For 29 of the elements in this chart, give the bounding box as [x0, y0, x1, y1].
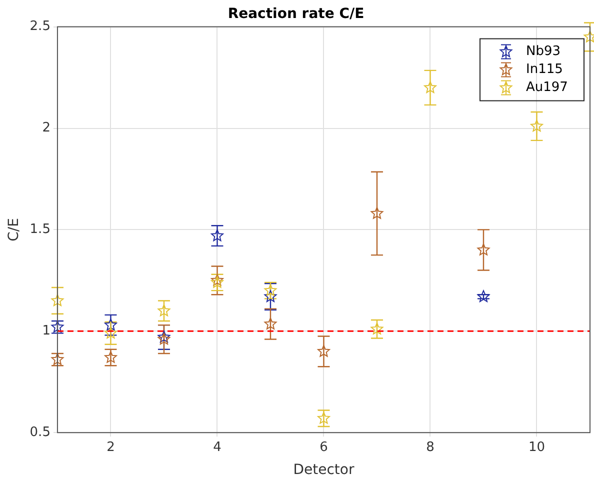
point — [264, 290, 277, 302]
legend-label: In115 — [526, 62, 563, 78]
x-tick-label: 2 — [106, 440, 115, 455]
y-tick-label: 2.5 — [30, 19, 50, 34]
point — [104, 326, 117, 339]
point — [211, 274, 224, 286]
point — [104, 318, 117, 330]
point — [530, 120, 543, 132]
point — [318, 344, 330, 357]
legend-label: Au197 — [526, 80, 568, 96]
point — [477, 243, 490, 256]
point — [211, 229, 224, 242]
x-tick-label: 4 — [213, 440, 222, 455]
point — [424, 81, 436, 94]
x-tick-label: 10 — [528, 440, 546, 455]
y-tick-label: 1.5 — [30, 222, 50, 238]
point — [158, 304, 170, 316]
chart-title: Reaction rate C/E — [228, 6, 364, 22]
point — [477, 290, 490, 302]
point — [264, 318, 277, 330]
x-tick-label: 6 — [320, 440, 328, 455]
x-axis-title: Detector — [293, 462, 354, 478]
y-axis-title: C/E — [6, 218, 22, 242]
x-tick-label: 8 — [426, 440, 434, 455]
legend-label: Nb93 — [526, 44, 561, 60]
point — [370, 206, 384, 219]
y-tick-label: 0.5 — [30, 424, 50, 440]
y-tick-label: 1 — [42, 324, 50, 339]
y-tick-label: 2 — [42, 120, 50, 136]
